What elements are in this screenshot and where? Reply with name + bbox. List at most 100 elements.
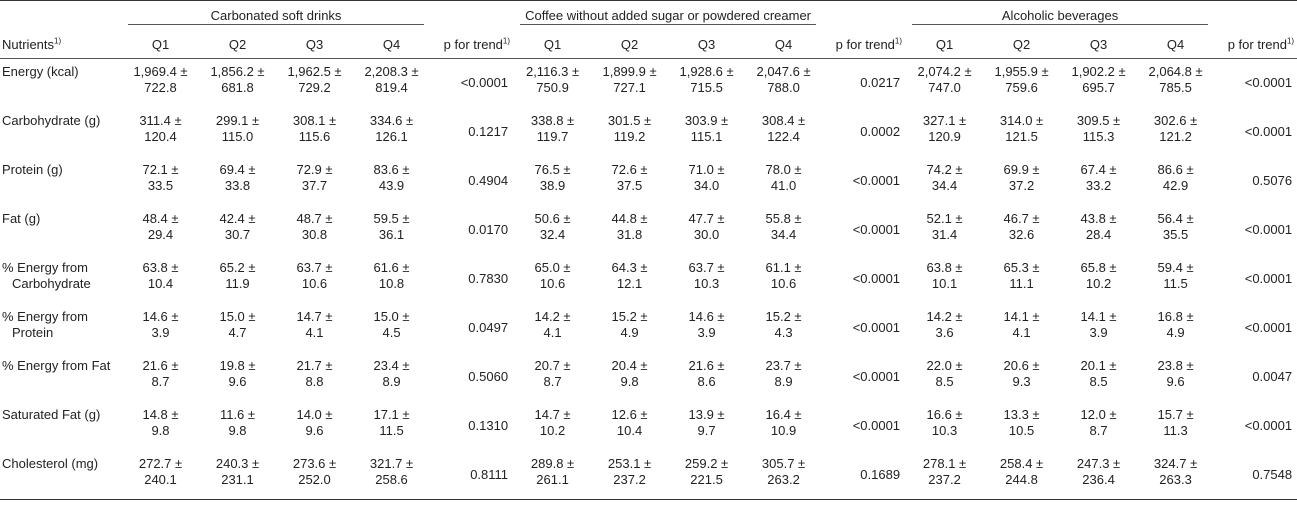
value-cell: 74.2 ±34.4 <box>906 157 983 206</box>
p-value-cell: 0.0047 <box>1252 369 1293 384</box>
sd-value: 9.8 <box>228 422 247 438</box>
mean-value: 301.5 ± <box>607 112 652 128</box>
value-cell: 2,074.2 ±747.0 <box>906 59 983 108</box>
sd-value: 10.6 <box>539 275 566 291</box>
value-cell: 50.6 ±32.4 <box>514 206 591 255</box>
p-value-cell: 0.0497 <box>468 320 509 335</box>
mean-value: 65.3 ± <box>1003 259 1040 275</box>
blank-header-cell <box>1214 1 1297 32</box>
mean-value: 321.7 ± <box>369 455 414 471</box>
sd-value: 41.0 <box>770 177 797 193</box>
sd-value: 28.4 <box>1085 226 1112 242</box>
mean-value: 13.3 ± <box>1003 406 1040 422</box>
mean-value: 272.7 ± <box>138 455 183 471</box>
value-cell: 259.2 ±221.5 <box>668 451 745 500</box>
sd-value: 236.4 <box>1082 471 1115 487</box>
p-value-cell: 0.1310 <box>468 418 509 433</box>
value-cell: 21.6 ±8.7 <box>122 353 199 402</box>
value-cell: 299.1 ±115.0 <box>199 108 276 157</box>
mean-value: 308.4 ± <box>761 112 806 128</box>
mean-value: 14.2 ± <box>926 308 963 324</box>
value-cell: 1,928.6 ±715.5 <box>668 59 745 108</box>
value-cell: 321.7 ±258.6 <box>353 451 430 500</box>
p-value-cell: 0.0170 <box>468 222 509 237</box>
table-row: % Energy from Carbohydrate 63.8 ±10.4 65.2 … <box>0 255 1297 304</box>
value-cell: 2,208.3 ±819.4 <box>353 59 430 108</box>
sd-value: 11.5 <box>1163 275 1188 291</box>
footnote-marker: 1) <box>894 36 903 46</box>
mean-value: 303.9 ± <box>684 112 729 128</box>
sd-value: 37.5 <box>616 177 643 193</box>
sd-value: 263.3 <box>1159 471 1192 487</box>
sd-value: 10.6 <box>770 275 797 291</box>
row-label-header-text: Nutrients <box>2 36 55 52</box>
sd-value: 729.2 <box>298 80 331 95</box>
value-cell: 21.7 ±8.8 <box>276 353 353 402</box>
value-cell: 43.8 ±28.4 <box>1060 206 1137 255</box>
mean-value: 63.7 ± <box>296 259 333 275</box>
value-cell: 273.6 ±252.0 <box>276 451 353 500</box>
nutrient-label: Cholesterol (mg) <box>0 451 122 500</box>
sd-value: 9.8 <box>151 422 170 438</box>
nutrient-label-line: % Energy from <box>2 259 88 275</box>
sd-value: 11.9 <box>225 275 250 291</box>
sd-value: 122.4 <box>767 128 800 144</box>
mean-value: 72.9 ± <box>296 161 333 177</box>
sd-value: 119.7 <box>536 128 569 144</box>
sd-value: 788.0 <box>767 80 800 95</box>
table-row: % Energy from Fat 21.6 ±8.7 19.8 ± 9.6 21.7 … <box>0 353 1297 402</box>
sd-value: 237.2 <box>928 471 961 487</box>
value-cell: 20.7 ±8.7 <box>514 353 591 402</box>
table-body: Energy (kcal) 1,969.4 ±722.8 1,856.2 ±681.… <box>0 59 1297 500</box>
value-cell: 72.9 ±37.7 <box>276 157 353 206</box>
mean-value: 20.4 ± <box>611 357 648 373</box>
footnote-marker: 1) <box>54 36 62 46</box>
mean-value: 19.8 ± <box>219 357 256 373</box>
sd-value: 244.8 <box>1005 471 1038 487</box>
value-cell: 69.9 ±37.2 <box>983 157 1060 206</box>
mean-value: 299.1 ± <box>215 112 260 128</box>
value-cell: 253.1 ±237.2 <box>591 451 668 500</box>
value-cell: 61.1 ±10.6 <box>745 255 822 304</box>
mean-value: 21.7 ± <box>296 357 333 373</box>
sd-value: 231.1 <box>221 471 254 487</box>
sd-value: 115.0 <box>221 128 254 144</box>
value-cell: 1,902.2 ±695.7 <box>1060 59 1137 108</box>
mean-value: 2,208.3 ± <box>364 64 419 79</box>
p-value-cell: 0.0217 <box>860 75 901 91</box>
mean-value: 240.3 ± <box>215 455 260 471</box>
mean-value: 14.1 ± <box>1003 308 1040 324</box>
nutrient-label: Fat (g) <box>0 206 122 255</box>
mean-value: 1,955.9 ± <box>994 64 1049 79</box>
mean-value: 16.6 ± <box>926 406 963 422</box>
quartile-header: Q2 <box>983 31 1061 59</box>
nutrient-label-line: Saturated Fat (g) <box>2 406 101 422</box>
sd-value: 121.5 <box>1005 128 1038 144</box>
value-cell: 272.7 ±240.1 <box>122 451 199 500</box>
sd-value: 3.9 <box>1089 324 1108 340</box>
mean-value: 47.7 ± <box>688 210 725 226</box>
sd-value: 115.6 <box>298 128 331 144</box>
value-cell: 20.4 ±9.8 <box>591 353 668 402</box>
mean-value: 14.1 ± <box>1080 308 1117 324</box>
sd-value: 120.9 <box>928 128 961 144</box>
value-cell: 247.3 ±236.4 <box>1060 451 1137 500</box>
quartile-header: Q3 <box>1060 31 1138 59</box>
nutrient-label-line: % Energy from <box>2 308 88 324</box>
value-cell: 65.0 ±10.6 <box>514 255 591 304</box>
nutrient-label: Protein (g) <box>0 157 122 206</box>
p-value-cell: <0.0001 <box>1244 222 1293 237</box>
table-row: % Energy from Protein 14.6 ±3.9 15.0 ±4.7 14… <box>0 304 1297 353</box>
nutrient-label-line: % Energy from Fat <box>2 357 111 373</box>
group-header-label: Carbonated soft drinks <box>128 8 425 25</box>
sd-value: 10.4 <box>616 422 643 438</box>
value-cell: 22.0 ±8.5 <box>906 353 983 402</box>
value-cell: 14.7 ±4.1 <box>276 304 353 353</box>
quartile-header: Q3 <box>668 31 746 59</box>
sd-value: 237.2 <box>613 471 646 487</box>
value-cell: 12.6 ±10.4 <box>591 402 668 451</box>
mean-value: 17.1 ± <box>373 406 410 422</box>
value-cell: 55.8 ±34.4 <box>745 206 822 255</box>
sd-value: 9.6 <box>1166 373 1185 389</box>
value-cell: 59.4 ±11.5 <box>1137 255 1214 304</box>
